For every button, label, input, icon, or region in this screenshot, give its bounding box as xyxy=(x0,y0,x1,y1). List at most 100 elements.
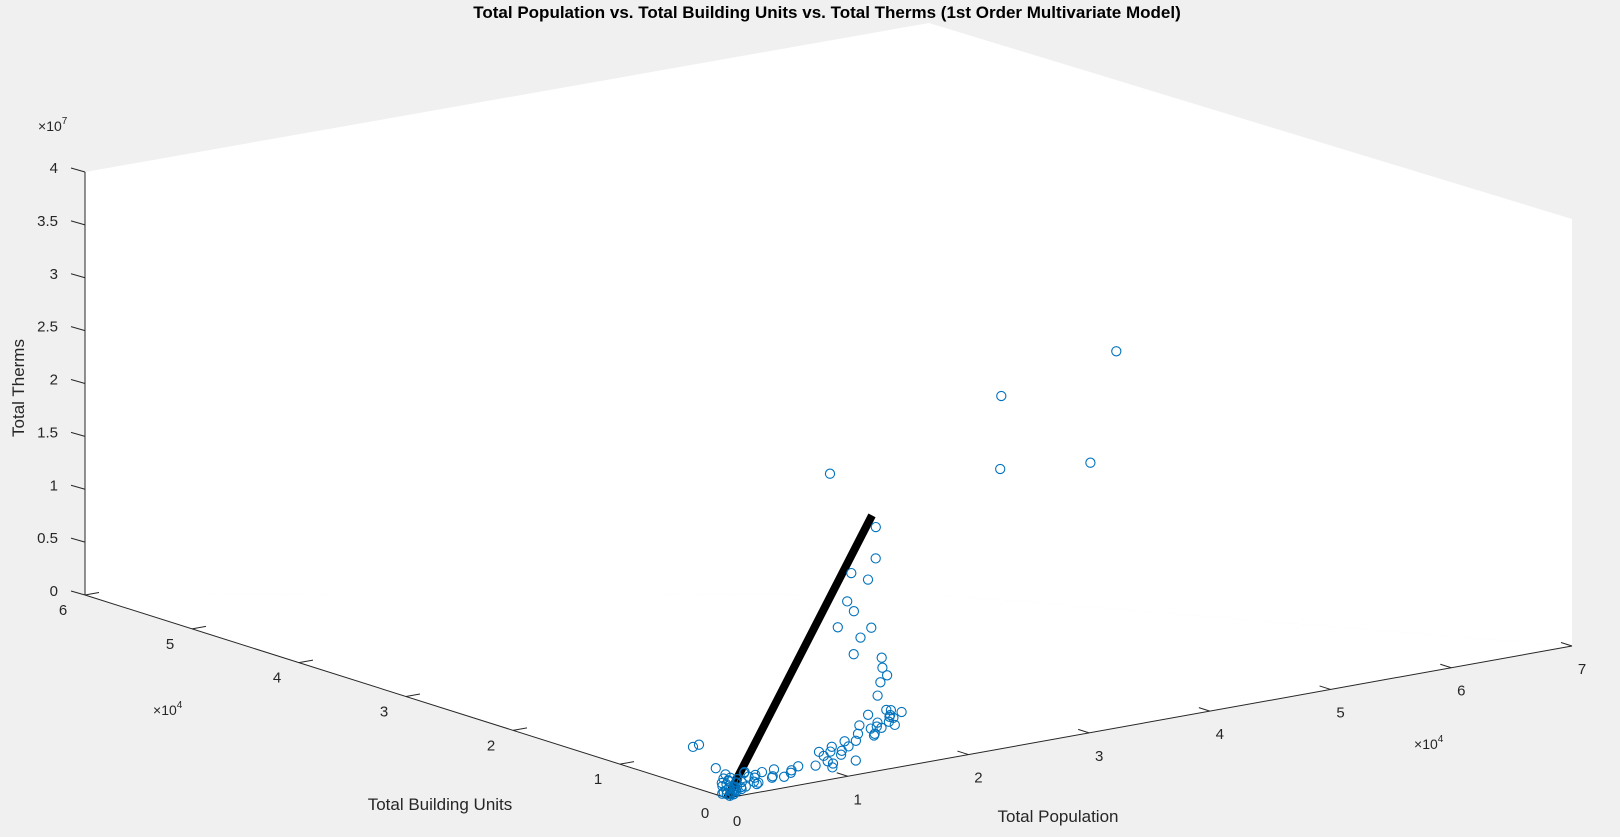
z-tick-mark xyxy=(70,379,86,384)
x-tick-mark xyxy=(1198,707,1211,712)
x-axis-line xyxy=(726,645,1573,799)
data-point xyxy=(723,775,734,786)
data-point xyxy=(832,622,843,633)
data-point xyxy=(862,574,874,585)
data-point xyxy=(871,721,882,732)
x-tick-mark xyxy=(957,750,969,756)
data-point xyxy=(827,758,839,769)
data-point xyxy=(877,662,888,673)
data-point xyxy=(756,766,768,778)
data-point xyxy=(738,768,750,779)
x-tick-label: 0 xyxy=(733,813,741,830)
y-tick-label: 4 xyxy=(273,670,281,687)
x-tick-label: 2 xyxy=(974,770,982,787)
data-point xyxy=(842,596,853,607)
floor-pane xyxy=(85,594,1572,798)
z-tick-label: 2.5 xyxy=(37,319,58,336)
data-point xyxy=(866,622,877,633)
x-tick-label: 5 xyxy=(1336,704,1344,721)
z-tick-label: 0 xyxy=(50,583,58,600)
y-tick-mark xyxy=(298,659,314,664)
x-exponent: ×104 xyxy=(1414,734,1444,752)
y-tick-mark xyxy=(619,761,635,765)
y-tick-mark xyxy=(84,592,100,596)
data-point xyxy=(813,746,825,758)
data-point xyxy=(721,788,732,800)
data-point xyxy=(869,728,880,739)
x-tick-label: 4 xyxy=(1216,726,1224,743)
data-point xyxy=(876,722,887,733)
z-tick-mark xyxy=(70,273,86,279)
y-tick-mark xyxy=(191,625,207,630)
z-tick-label: 4 xyxy=(50,160,58,177)
data-point xyxy=(889,719,900,731)
data-point xyxy=(846,567,857,579)
data-point xyxy=(872,717,883,728)
z-exponent: ×107 xyxy=(38,116,68,134)
data-point xyxy=(855,632,866,643)
y-tick-label: 0 xyxy=(701,805,709,822)
x-tick-label: 7 xyxy=(1578,661,1586,678)
data-point xyxy=(876,652,887,663)
data-point xyxy=(865,723,876,734)
data-point xyxy=(1111,346,1122,357)
data-point xyxy=(1085,457,1096,468)
data-point xyxy=(995,463,1006,475)
data-point xyxy=(848,649,859,660)
y-tick-label: 3 xyxy=(380,704,388,721)
data-point xyxy=(896,706,907,718)
data-point xyxy=(751,778,762,790)
z-tick-label: 0.5 xyxy=(37,530,58,547)
y-tick-mark xyxy=(405,693,421,697)
data-point xyxy=(883,716,895,727)
x-tick-label: 3 xyxy=(1095,748,1103,765)
data-point xyxy=(835,749,847,760)
data-point xyxy=(854,720,865,731)
y-exponent: ×104 xyxy=(153,700,183,718)
back-left-pane xyxy=(85,23,929,595)
data-point xyxy=(827,762,838,773)
axes-panes xyxy=(85,23,1572,798)
model-line xyxy=(723,513,876,800)
data-point xyxy=(881,704,892,716)
data-point xyxy=(720,769,731,780)
data-point xyxy=(852,728,864,739)
data-point xyxy=(862,709,874,720)
x-tick-mark xyxy=(1077,728,1090,734)
data-point xyxy=(766,772,778,783)
data-point xyxy=(870,521,881,533)
y-tick-label: 1 xyxy=(594,771,602,788)
z-tick-mark xyxy=(70,167,86,173)
back-right-pane xyxy=(929,23,1572,646)
z-tick-label: 1.5 xyxy=(37,424,58,441)
data-point xyxy=(778,771,790,782)
x-tick-label: 6 xyxy=(1457,683,1465,700)
data-point xyxy=(870,553,881,564)
y-axis-label: Total Building Units xyxy=(368,795,513,814)
y-tick-label: 5 xyxy=(166,636,174,653)
data-point xyxy=(710,763,721,774)
data-point xyxy=(826,741,837,752)
data-point xyxy=(693,739,705,750)
data-point xyxy=(881,670,893,681)
z-tick-mark xyxy=(70,590,86,596)
z-tick-mark xyxy=(70,484,86,490)
z-tick-mark xyxy=(70,220,86,226)
data-point xyxy=(748,776,760,787)
data-point xyxy=(850,735,862,746)
data-point xyxy=(767,771,778,782)
x-tick-mark xyxy=(1560,642,1573,647)
data-points xyxy=(687,346,1122,801)
data-point xyxy=(810,760,821,771)
data-point xyxy=(736,783,747,795)
data-point xyxy=(768,764,780,775)
x-axis-label: Total Population xyxy=(998,807,1119,826)
z-tick-mark xyxy=(70,326,86,332)
data-point xyxy=(687,741,699,753)
data-point xyxy=(996,390,1007,402)
data-point xyxy=(739,766,750,778)
data-point xyxy=(848,606,860,617)
data-point xyxy=(724,782,735,793)
